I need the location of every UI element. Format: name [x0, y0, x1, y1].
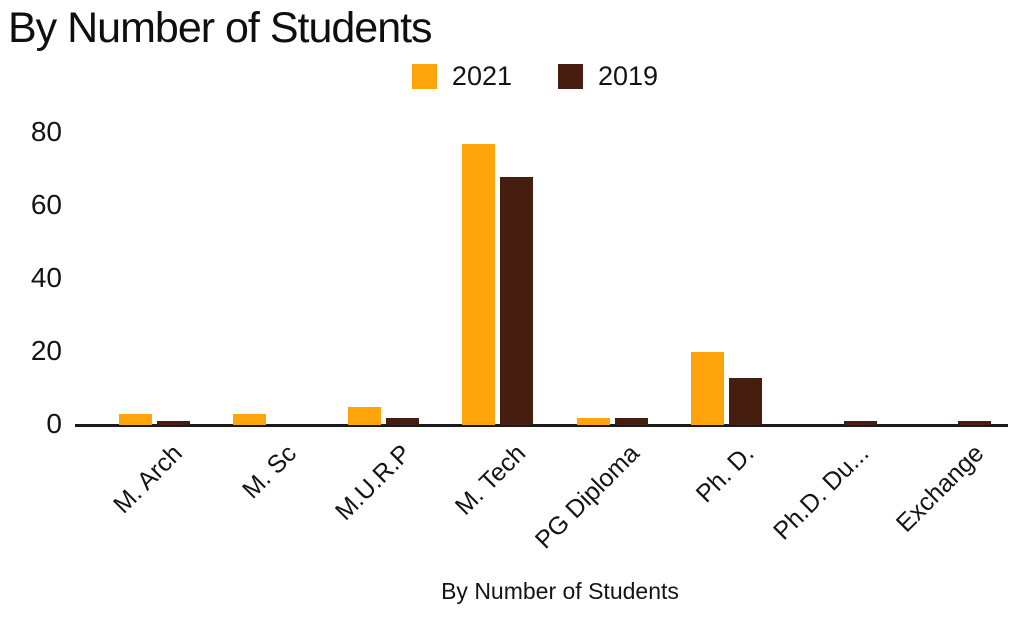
y-tick-label: 80 — [30, 116, 62, 147]
chart-title: By Number of Students — [8, 4, 433, 52]
x-category-label: M.U.R.P — [329, 439, 417, 526]
bar-2021-m-tech[interactable] — [462, 143, 496, 425]
x-category-label: Ph. D. — [690, 439, 760, 509]
legend-label: 2021 — [451, 61, 512, 91]
legend-item-2019[interactable]: 2019 — [558, 63, 658, 90]
legend-label: 2019 — [598, 61, 659, 91]
bar-2021-ph-d-[interactable] — [691, 352, 725, 425]
bar-2021-m-arch[interactable] — [118, 414, 152, 425]
x-category-label: M. Arch — [107, 439, 188, 520]
bar-2021-m-sc[interactable] — [233, 414, 267, 425]
x-category-label: Exchange — [890, 439, 989, 538]
legend: 2021 2019 — [60, 63, 1010, 90]
bar-2019-ph-d-[interactable] — [729, 377, 763, 425]
y-tick-label: 20 — [30, 335, 62, 366]
legend-swatch-2019 — [558, 64, 583, 89]
bar-2019-pg-diploma[interactable] — [614, 417, 648, 425]
x-category-label: Ph.D. Du... — [768, 439, 875, 546]
x-category-label: M. Sc — [236, 439, 302, 505]
x-category-label: M. Tech — [449, 439, 531, 521]
bar-2021-m-u-r-p[interactable] — [347, 406, 381, 425]
legend-swatch-2021 — [411, 64, 437, 89]
x-axis-line — [75, 424, 1008, 427]
y-tick-label: 0 — [46, 408, 62, 439]
bar-2019-exchange[interactable] — [958, 421, 992, 425]
bar-2019-m-arch[interactable] — [156, 421, 190, 425]
bar-2019-m-tech[interactable] — [500, 176, 534, 425]
bar-2019-m-u-r-p[interactable] — [385, 417, 419, 425]
bar-2021-pg-diploma[interactable] — [576, 417, 610, 425]
legend-item-2021[interactable]: 2021 — [411, 61, 512, 91]
x-category-label: PG Diploma — [530, 439, 646, 555]
bar-2019-ph-d-du-[interactable] — [843, 421, 877, 425]
x-axis-title: By Number of Students — [441, 578, 679, 604]
y-tick-label: 60 — [30, 189, 62, 220]
y-tick-label: 40 — [30, 262, 62, 293]
